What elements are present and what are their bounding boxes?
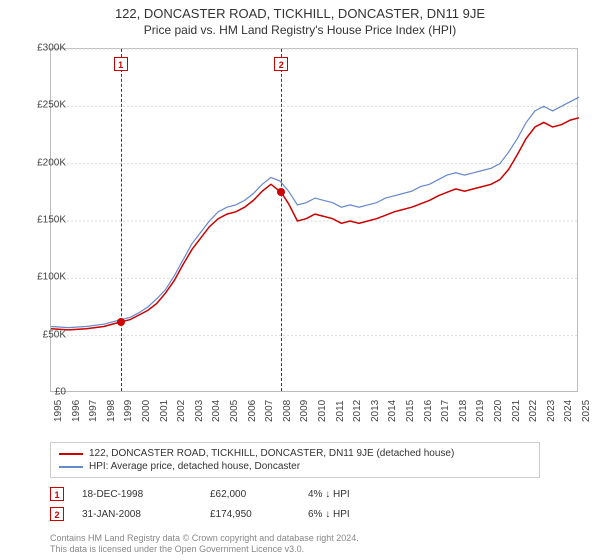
y-tick-label: £250K — [37, 100, 66, 111]
sale-price: £62,000 — [210, 489, 290, 500]
legend-label: 122, DONCASTER ROAD, TICKHILL, DONCASTER… — [89, 448, 454, 459]
chart-container: 122, DONCASTER ROAD, TICKHILL, DONCASTER… — [0, 0, 600, 560]
legend-swatch — [59, 453, 83, 455]
x-tick-label: 2013 — [370, 400, 381, 422]
x-tick-label: 2022 — [528, 400, 539, 422]
x-tick-label: 2021 — [511, 400, 522, 422]
sale-row-marker: 1 — [50, 487, 64, 501]
sales-table: 1 18-DEC-1998 £62,000 4% ↓ HPI 2 31-JAN-2008 £… — [50, 484, 540, 524]
x-tick-label: 2020 — [493, 400, 504, 422]
x-tick-label: 2012 — [352, 400, 363, 422]
series-hpi — [51, 97, 579, 327]
sale-diff: 6% ↓ HPI — [308, 509, 388, 520]
series-property — [51, 118, 579, 330]
x-tick-label: 2015 — [405, 400, 416, 422]
y-tick-label: £300K — [37, 43, 66, 54]
footer-line-2: This data is licensed under the Open Gov… — [50, 544, 359, 556]
legend: 122, DONCASTER ROAD, TICKHILL, DONCASTER… — [50, 442, 540, 478]
x-tick-label: 2008 — [282, 400, 293, 422]
x-tick-label: 2009 — [299, 400, 310, 422]
y-tick-label: £150K — [37, 215, 66, 226]
x-tick-label: 2004 — [211, 400, 222, 422]
legend-item: 122, DONCASTER ROAD, TICKHILL, DONCASTER… — [59, 447, 531, 460]
plot-area: 12 — [50, 48, 578, 392]
x-tick-label: 2014 — [387, 400, 398, 422]
sale-row: 1 18-DEC-1998 £62,000 4% ↓ HPI — [50, 484, 540, 504]
x-tick-label: 2001 — [159, 400, 170, 422]
y-tick-label: £50K — [43, 329, 66, 340]
legend-swatch — [59, 466, 83, 468]
chart-subtitle: Price paid vs. HM Land Registry's House … — [0, 21, 600, 41]
x-tick-label: 1997 — [88, 400, 99, 422]
sale-date: 31-JAN-2008 — [82, 509, 192, 520]
plot-svg — [51, 49, 577, 391]
y-tick-label: £200K — [37, 157, 66, 168]
y-tick-label: £100K — [37, 272, 66, 283]
x-tick-label: 1995 — [53, 400, 64, 422]
sale-point — [277, 188, 285, 196]
sale-marker-box: 2 — [274, 57, 288, 71]
x-tick-label: 2000 — [141, 400, 152, 422]
legend-item: HPI: Average price, detached house, Donc… — [59, 460, 531, 473]
x-tick-label: 2006 — [247, 400, 258, 422]
sale-marker-line — [121, 49, 122, 391]
x-tick-label: 2025 — [581, 400, 592, 422]
x-tick-label: 2017 — [440, 400, 451, 422]
x-tick-label: 1999 — [123, 400, 134, 422]
sale-diff: 4% ↓ HPI — [308, 489, 388, 500]
sale-marker-line — [281, 49, 282, 391]
sale-row-marker: 2 — [50, 507, 64, 521]
x-tick-label: 2018 — [458, 400, 469, 422]
x-tick-label: 2005 — [229, 400, 240, 422]
x-tick-label: 2010 — [317, 400, 328, 422]
footer-line-1: Contains HM Land Registry data © Crown c… — [50, 533, 359, 545]
x-tick-label: 2016 — [423, 400, 434, 422]
sale-row: 2 31-JAN-2008 £174,950 6% ↓ HPI — [50, 504, 540, 524]
x-tick-label: 1998 — [106, 400, 117, 422]
x-tick-label: 2019 — [475, 400, 486, 422]
attribution-footer: Contains HM Land Registry data © Crown c… — [50, 533, 359, 556]
x-tick-label: 1996 — [71, 400, 82, 422]
sale-date: 18-DEC-1998 — [82, 489, 192, 500]
legend-label: HPI: Average price, detached house, Donc… — [89, 461, 300, 472]
x-tick-label: 2003 — [194, 400, 205, 422]
x-tick-label: 2007 — [264, 400, 275, 422]
x-tick-label: 2024 — [563, 400, 574, 422]
x-axis-labels: 1995 1996 1997 1998 1999 2000 2001 2002 2003 2004… — [50, 394, 578, 444]
sale-marker-box: 1 — [114, 57, 128, 71]
x-tick-label: 2002 — [176, 400, 187, 422]
x-tick-label: 2011 — [335, 400, 346, 422]
chart-title: 122, DONCASTER ROAD, TICKHILL, DONCASTER… — [0, 0, 600, 21]
x-tick-label: 2023 — [546, 400, 557, 422]
sale-point — [117, 318, 125, 326]
sale-price: £174,950 — [210, 509, 290, 520]
